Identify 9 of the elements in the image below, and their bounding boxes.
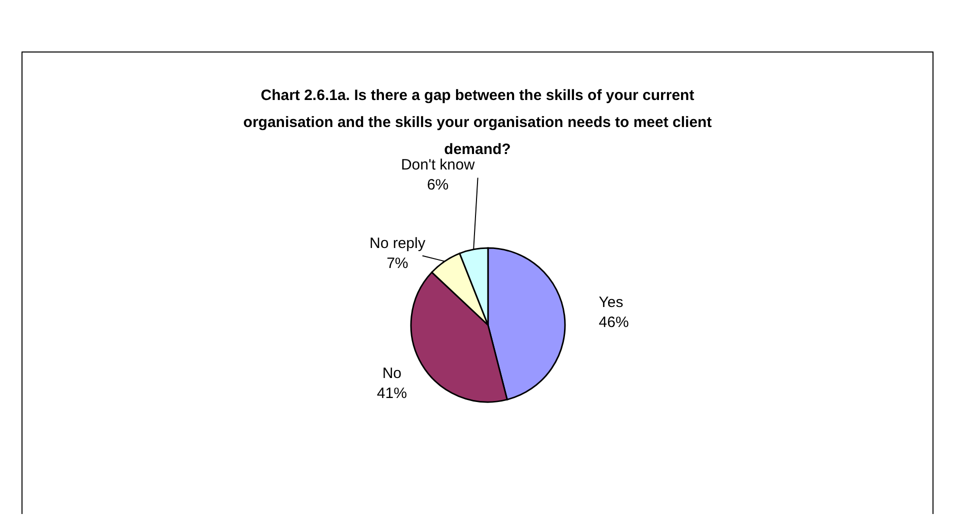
slice-label: No reply (369, 234, 426, 252)
data-label: 41% (376, 384, 407, 402)
data-label: 6% (426, 176, 449, 194)
slice-label: No (382, 364, 402, 382)
chart-title: Chart 2.6.1a. Is there a gap between the skills of your current organisation and the skills your organisation needs to meet client demand? (243, 87, 712, 158)
slice-label: Don't know (400, 156, 475, 174)
slice-label: Yes (598, 294, 624, 312)
data-label: 7% (386, 254, 408, 272)
data-label: 46% (598, 314, 629, 332)
